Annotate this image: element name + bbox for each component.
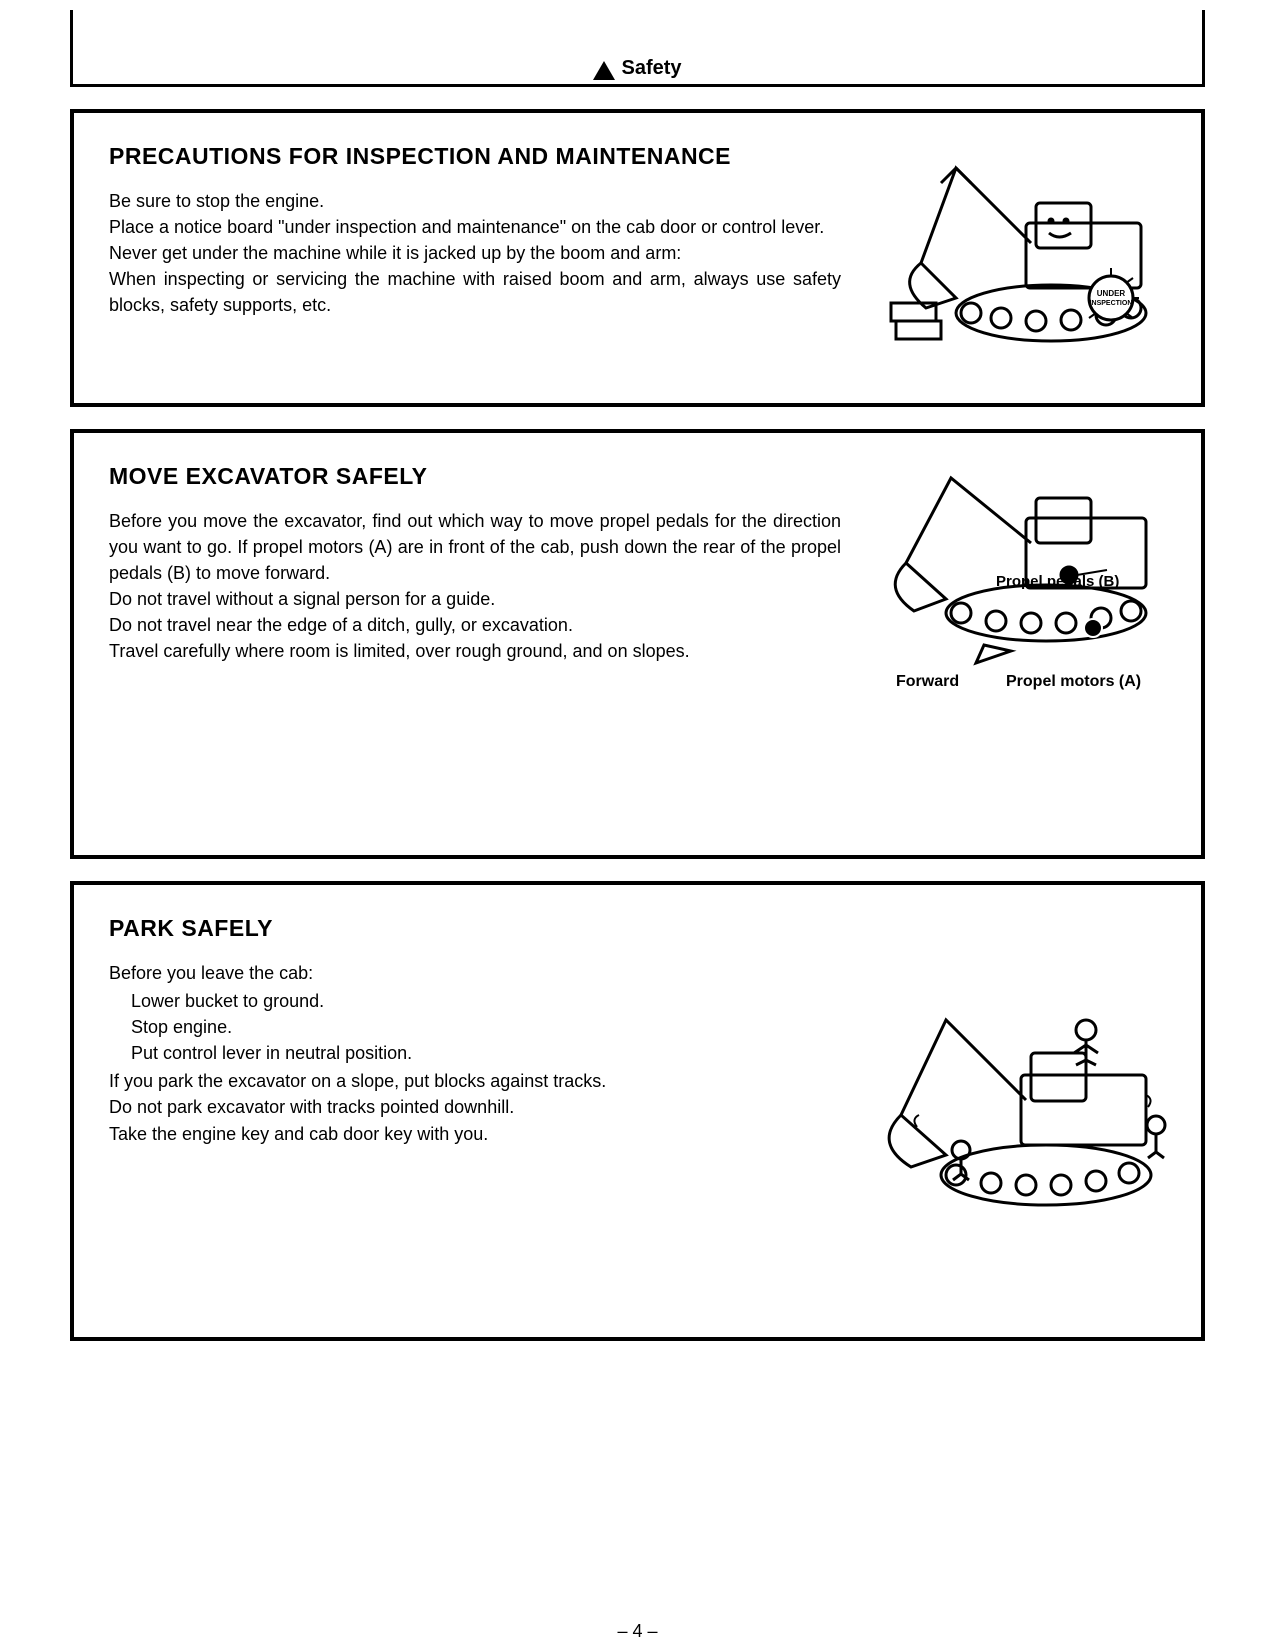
- list-item: Stop engine.: [131, 1014, 841, 1040]
- panel-body: Be sure to stop the engine. Place a noti…: [109, 188, 841, 318]
- panel-heading: PRECAUTIONS FOR INSPECTION AND MAINTENAN…: [109, 143, 841, 170]
- figure-inspection-excavator: UNDER INSPECTION: [861, 143, 1171, 373]
- panel-body: Before you move the excavator, find out …: [109, 508, 841, 665]
- page-number: – 4 –: [0, 1621, 1275, 1642]
- panel-heading: MOVE EXCAVATOR SAFELY: [109, 463, 841, 490]
- park-steps-list: Lower bucket to ground. Stop engine. Put…: [131, 988, 841, 1066]
- panel-intro: Before you leave the cab:: [109, 960, 841, 986]
- list-item: Put control lever in neutral position.: [131, 1040, 841, 1066]
- panel-rest: If you park the excavator on a slope, pu…: [109, 1068, 841, 1146]
- panel-move-safely: MOVE EXCAVATOR SAFELY Before you move th…: [70, 429, 1205, 859]
- label-forward: Forward: [896, 673, 959, 691]
- label-pedals: Propel pedals (B): [996, 573, 1119, 590]
- warning-triangle-icon: [593, 61, 615, 80]
- panel-precautions: PRECAUTIONS FOR INSPECTION AND MAINTENAN…: [70, 109, 1205, 407]
- svg-text:UNDER: UNDER: [1097, 289, 1126, 298]
- header-title: Safety: [621, 57, 681, 80]
- panel-heading: PARK SAFELY: [109, 915, 841, 942]
- label-motors: Propel motors (A): [1006, 673, 1141, 691]
- svg-text:INSPECTION: INSPECTION: [1090, 300, 1133, 307]
- list-item: Lower bucket to ground.: [131, 988, 841, 1014]
- figure-move-excavator: [861, 463, 1171, 673]
- figure-park-excavator: [861, 995, 1171, 1235]
- panel-park-safely: PARK SAFELY Before you leave the cab: Lo…: [70, 881, 1205, 1341]
- figure-labels: Propel pedals (B) Forward Propel motors …: [861, 673, 1171, 713]
- page-header: Safety: [70, 10, 1205, 87]
